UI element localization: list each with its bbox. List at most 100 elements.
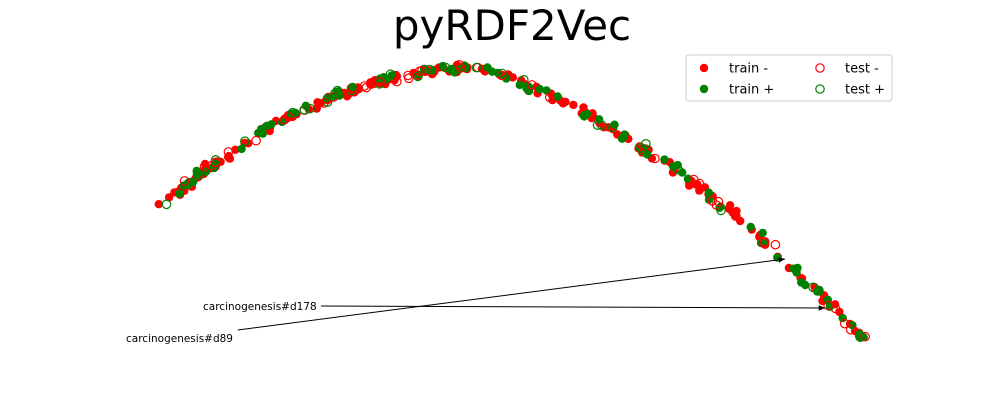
point-trainneg [835, 307, 844, 317]
data-points [154, 60, 870, 342]
point-trainpos [582, 109, 592, 119]
point-testneg [454, 60, 465, 70]
point-testpos [808, 282, 818, 293]
point-testpos [855, 332, 866, 342]
point-trainpos [838, 313, 847, 323]
point-testneg [223, 147, 234, 157]
point-testneg [391, 76, 402, 87]
point-trainpos [704, 188, 714, 197]
legend-marker [699, 63, 709, 73]
point-testpos [497, 68, 507, 79]
annotation-arrow-2 [237, 257, 786, 331]
point-testpos [716, 205, 726, 216]
point-trainneg [569, 100, 578, 110]
point-trainpos [291, 108, 300, 118]
point-trainpos [483, 63, 492, 72]
point-trainpos [746, 222, 755, 232]
point-testpos [641, 139, 651, 149]
point-testpos [471, 62, 482, 73]
point-trainpos [678, 168, 687, 177]
legend-label: train + [729, 83, 774, 98]
point-trainpos [617, 134, 627, 143]
point-testneg [199, 161, 210, 172]
point-trainpos [175, 189, 184, 198]
point-trainneg [312, 104, 321, 113]
point-trainneg [724, 203, 734, 213]
point-trainpos [553, 92, 562, 101]
point-testpos [596, 120, 607, 130]
annotation-arrow-1 [320, 305, 826, 311]
point-trainneg [561, 97, 570, 107]
point-trainneg [231, 145, 240, 154]
point-testpos [413, 71, 423, 82]
point-trainpos [262, 121, 272, 130]
legend: train - train + test - test + [685, 54, 893, 102]
point-testneg [179, 176, 190, 186]
point-trainneg [154, 200, 163, 209]
point-trainpos [792, 268, 801, 277]
point-trainneg [736, 216, 745, 226]
point-testpos [332, 85, 343, 96]
point-testpos [346, 85, 357, 96]
point-trainpos [704, 195, 714, 204]
point-testneg [414, 66, 425, 77]
point-testpos [424, 64, 435, 75]
chart-title: pyRDF2Vec [393, 1, 631, 50]
point-testpos [592, 120, 603, 130]
point-testpos [518, 75, 529, 85]
point-testneg [839, 318, 850, 329]
point-testneg [759, 237, 770, 247]
point-trainpos [660, 155, 669, 164]
point-testneg [422, 66, 433, 76]
point-testpos [287, 107, 298, 118]
point-testpos [385, 69, 396, 79]
legend-frame [685, 54, 893, 102]
point-testpos [640, 144, 651, 154]
point-trainpos [502, 74, 511, 83]
point-testneg [759, 238, 769, 248]
point-trainpos [522, 83, 531, 93]
point-trainneg [164, 193, 174, 202]
point-testneg [650, 153, 660, 164]
point-trainpos [446, 65, 455, 75]
point-testpos [210, 155, 221, 165]
point-testpos [673, 164, 683, 175]
point-trainpos [801, 280, 810, 290]
point-testneg [527, 80, 537, 90]
point-testneg [770, 239, 781, 250]
legend-marker [815, 63, 825, 73]
point-trainpos [643, 150, 652, 159]
point-testneg [361, 82, 372, 93]
annotation-label-1: carcinogenesis#d178 [203, 301, 317, 313]
point-trainpos [813, 287, 822, 296]
point-testpos [299, 105, 309, 115]
point-trainpos [668, 162, 678, 171]
point-testneg [403, 73, 414, 84]
point-trainpos [535, 85, 545, 94]
point-trainpos [438, 61, 447, 71]
point-trainpos [542, 86, 551, 95]
point-trainpos [515, 80, 524, 90]
point-trainneg [342, 92, 352, 101]
point-testpos [240, 136, 250, 146]
point-testneg [860, 331, 870, 342]
point-testpos [305, 103, 315, 114]
point-trainpos [348, 82, 357, 92]
point-trainpos [254, 128, 263, 138]
annotation-label-2: carcinogenesis#d89 [126, 333, 233, 345]
point-trainpos [237, 144, 246, 154]
point-testpos [374, 79, 385, 89]
point-testneg [544, 92, 555, 103]
point-testneg [319, 98, 329, 108]
point-testpos [322, 97, 333, 107]
point-testneg [845, 324, 856, 335]
legend-label: test - [845, 62, 879, 77]
point-testpos [161, 199, 172, 210]
annotations: carcinogenesis#d178 carcinogenesis#d89 [126, 257, 826, 345]
legend-label: train - [729, 62, 768, 77]
point-testneg [694, 178, 705, 189]
point-testneg [251, 135, 261, 146]
point-testpos [440, 62, 451, 73]
legend-marker [699, 84, 709, 94]
